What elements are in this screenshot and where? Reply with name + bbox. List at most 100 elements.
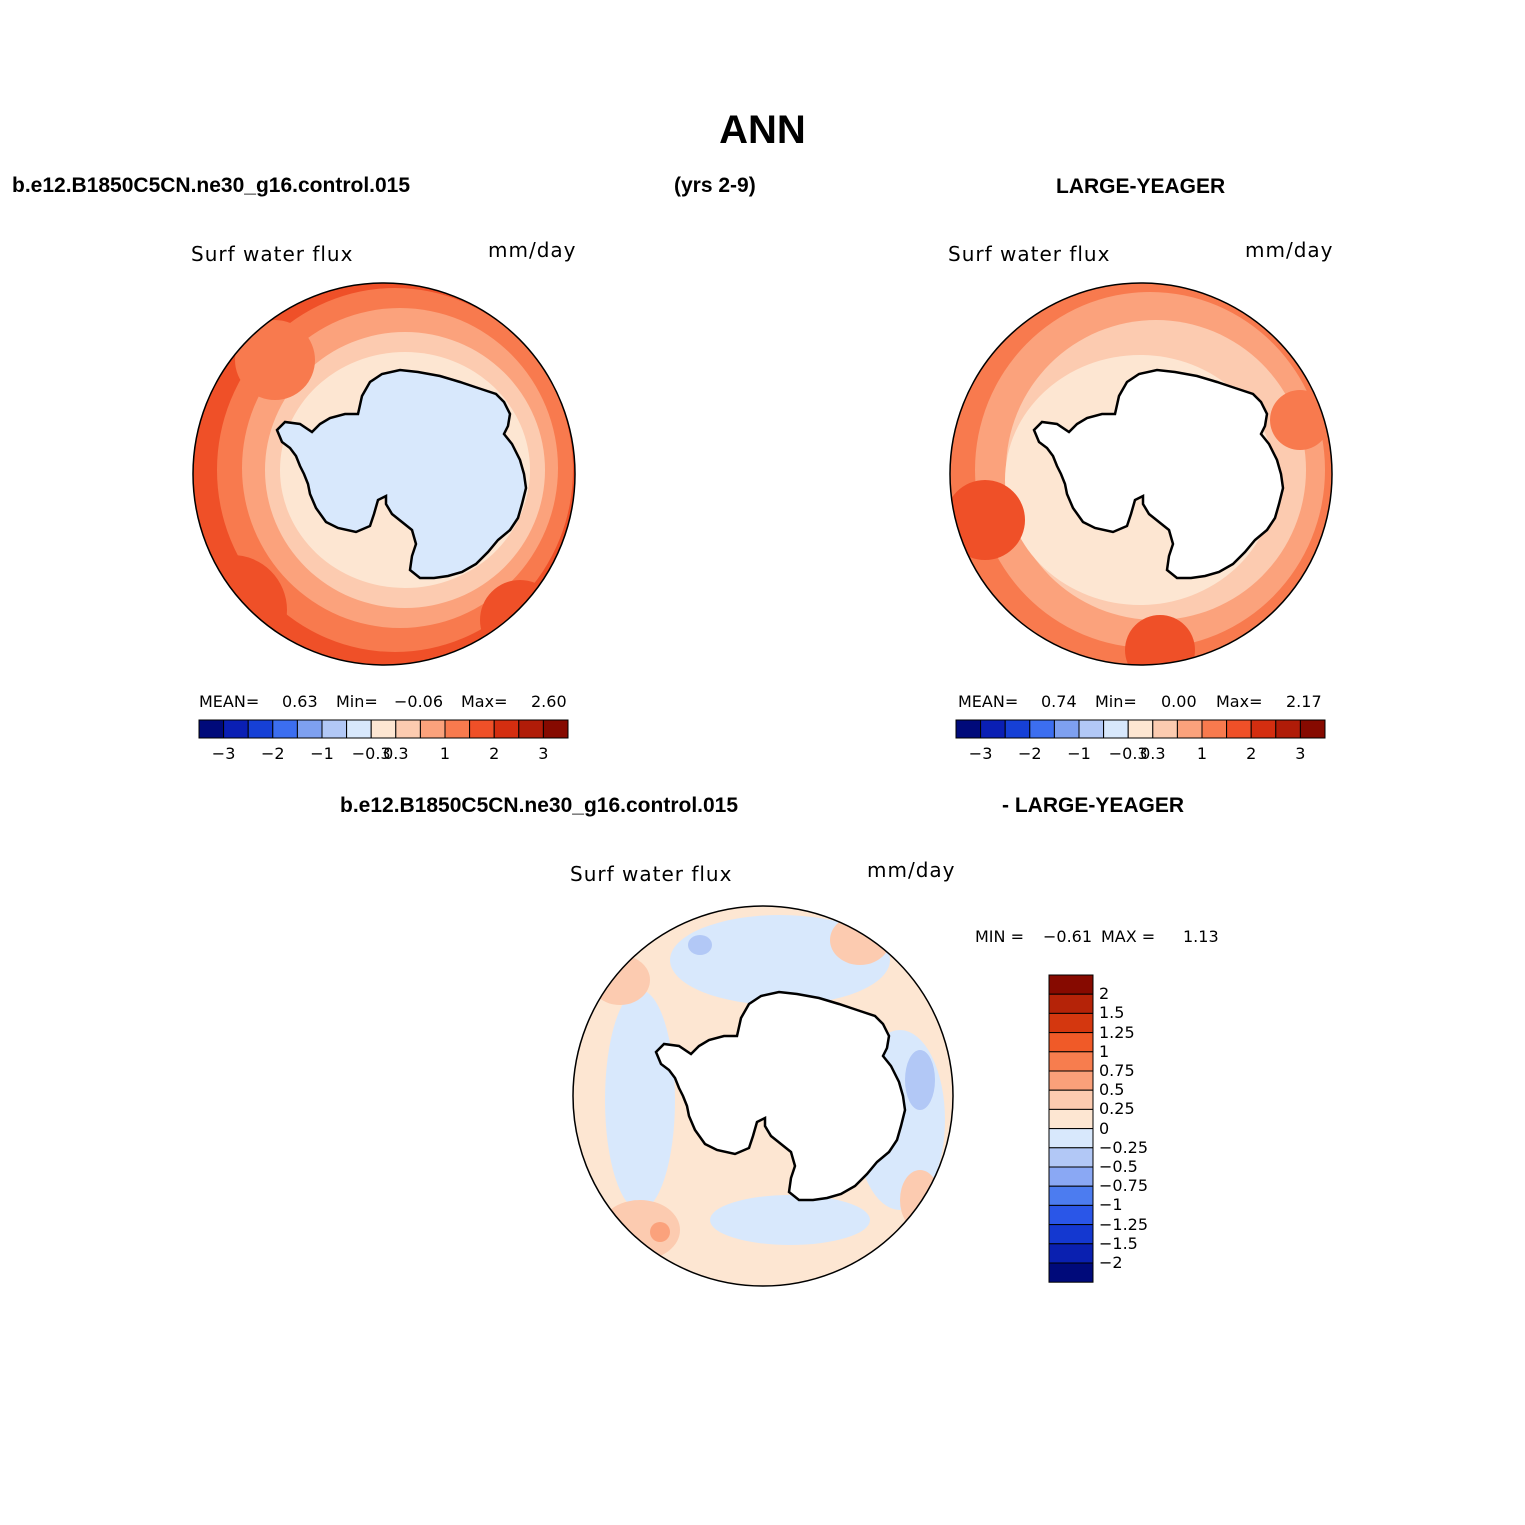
diff-colorbar-tick-label: 1 bbox=[1099, 1041, 1110, 1061]
model-colorbar-cell bbox=[370, 719, 397, 739]
model-colorbar-cell bbox=[542, 719, 569, 739]
years-label: (yrs 2-9) bbox=[674, 174, 756, 197]
model-colorbar-cell bbox=[419, 719, 446, 739]
diff-units-label: mm/day bbox=[867, 858, 956, 882]
obs-colorbar-cell bbox=[1201, 719, 1228, 739]
obs-colorbar-cell bbox=[1127, 719, 1154, 739]
obs-mean-value: 0.74 bbox=[1041, 692, 1077, 711]
obs-colorbar-cell bbox=[1029, 719, 1055, 739]
model-colorbar-cell bbox=[395, 719, 421, 739]
model-colorbar-cell bbox=[272, 719, 298, 739]
model-colorbar-cell bbox=[198, 719, 225, 739]
diff-variable-label: Surf water flux bbox=[570, 862, 733, 886]
obs-colorbar-tick-label: 2 bbox=[1246, 744, 1257, 763]
diff-colorbar-cell bbox=[1048, 1012, 1094, 1034]
model-units-label: mm/day bbox=[488, 238, 577, 262]
model-colorbar-cell bbox=[518, 719, 544, 739]
obs-colorbar-cell bbox=[1078, 719, 1105, 739]
diff-colorbar-cell bbox=[1048, 993, 1094, 1014]
diff-colorbar-tick-label: 2 bbox=[1099, 984, 1110, 1004]
obs-variable-label: Surf water flux bbox=[948, 242, 1111, 266]
model-colorbar-cell bbox=[296, 719, 323, 739]
obs-colorbar-cell bbox=[1004, 719, 1031, 739]
diff-colorbar-cell bbox=[1048, 1185, 1094, 1206]
diff-colorbar-tick-label: −1.5 bbox=[1099, 1233, 1138, 1253]
diff-colorbar-cell bbox=[1048, 1051, 1094, 1072]
diff-colorbar-tick-label: 1.5 bbox=[1099, 1003, 1125, 1023]
model-colorbar bbox=[198, 719, 569, 739]
page-title: ANN bbox=[719, 108, 806, 152]
model-min-value: −0.06 bbox=[394, 692, 444, 711]
diff-left-label: b.e12.B1850C5CN.ne30_g16.control.015 bbox=[340, 794, 739, 817]
diff-colorbar-cell bbox=[1048, 1032, 1094, 1053]
model-colorbar-cell bbox=[469, 719, 495, 739]
obs-colorbar-cell bbox=[1299, 719, 1326, 739]
model-colorbar-tick-label: 0.3 bbox=[383, 744, 409, 763]
model-colorbar-tick-label: 2 bbox=[489, 744, 500, 763]
diff-max-label: MAX = bbox=[1101, 927, 1156, 946]
obs-colorbar-tick-label: 3 bbox=[1295, 744, 1306, 763]
obs-colorbar-tick-label: −2 bbox=[1018, 744, 1042, 763]
diff-colorbar-cell bbox=[1048, 974, 1094, 995]
model-mean-value: 0.63 bbox=[282, 692, 318, 711]
model-colorbar-tick-label: −3 bbox=[211, 744, 236, 763]
obs-colorbar-tick-label: −3 bbox=[968, 744, 993, 763]
diff-max-value: 1.13 bbox=[1183, 927, 1219, 946]
diff-colorbar-cell bbox=[1048, 1166, 1094, 1187]
obs-colorbar-cell bbox=[1226, 719, 1252, 739]
diff-colorbar-cell bbox=[1048, 1147, 1094, 1168]
obs-min-value: 0.00 bbox=[1161, 692, 1197, 711]
obs-colorbar-tick-label: 0.3 bbox=[1140, 744, 1166, 763]
case-left-label: b.e12.B1850C5CN.ne30_g16.control.015 bbox=[12, 174, 411, 197]
obs-colorbar-cell bbox=[1152, 719, 1178, 739]
diff-colorbar-tick-label: 1.25 bbox=[1099, 1022, 1135, 1042]
model-colorbar-cell bbox=[223, 719, 249, 739]
model-colorbar-cell bbox=[444, 719, 471, 739]
diff-colorbar-cell bbox=[1048, 1108, 1094, 1130]
diff-colorbar-tick-label: −0.75 bbox=[1099, 1176, 1149, 1196]
model-colorbar-cell bbox=[321, 719, 348, 739]
diff-colorbar-tick-label: −0.25 bbox=[1099, 1137, 1149, 1157]
obs-colorbar-cell bbox=[1275, 719, 1301, 739]
diff-colorbar-tick-label: −1 bbox=[1099, 1195, 1123, 1215]
diff-colorbar-cell bbox=[1048, 1204, 1094, 1226]
diff-min-label: MIN = bbox=[975, 927, 1024, 946]
model-colorbar-tick-label: 1 bbox=[439, 744, 451, 763]
diff-colorbar-cell bbox=[1048, 1243, 1094, 1264]
model-colorbar-cell bbox=[493, 719, 520, 739]
diff-colorbar-tick-label: −0.5 bbox=[1099, 1157, 1138, 1176]
diff-colorbar-cell bbox=[1048, 1262, 1094, 1283]
diff-min-value: −0.61 bbox=[1043, 927, 1093, 946]
model-colorbar-tick-label: 3 bbox=[538, 744, 549, 763]
diff-colorbar-cell bbox=[1048, 1224, 1094, 1245]
obs-colorbar-cell bbox=[1176, 719, 1203, 739]
diff-right-label: - LARGE-YEAGER bbox=[1002, 794, 1185, 817]
diff-colorbar-cell bbox=[1048, 1070, 1094, 1091]
diff-colorbar-tick-label: 0.5 bbox=[1099, 1080, 1125, 1100]
model-colorbar-tick-label: −1 bbox=[310, 744, 334, 763]
diff-map bbox=[573, 906, 953, 1286]
diff-colorbar-tick-label: 0.75 bbox=[1099, 1061, 1135, 1080]
model-max-value: 2.60 bbox=[531, 692, 567, 711]
model-variable-label: Surf water flux bbox=[191, 242, 354, 266]
obs-map bbox=[950, 283, 1332, 665]
obs-colorbar-cell bbox=[955, 719, 982, 739]
model-map bbox=[193, 283, 575, 665]
case-right-label: LARGE-YEAGER bbox=[1056, 175, 1226, 198]
obs-colorbar-cell bbox=[980, 719, 1006, 739]
obs-max-label: Max= bbox=[1216, 692, 1263, 711]
diff-colorbar-tick-label: 0 bbox=[1099, 1118, 1110, 1138]
diff-colorbar bbox=[1048, 974, 1094, 1283]
obs-colorbar-tick-label: −0.3 bbox=[1108, 744, 1148, 763]
obs-colorbar-cell bbox=[1103, 719, 1129, 739]
model-colorbar-cell bbox=[247, 719, 274, 739]
obs-mean-label: MEAN= bbox=[958, 692, 1019, 711]
model-colorbar-tick-label: −2 bbox=[261, 744, 285, 763]
diff-colorbar-cell bbox=[1048, 1089, 1094, 1110]
obs-colorbar-cell bbox=[1250, 719, 1277, 739]
obs-max-value: 2.17 bbox=[1286, 692, 1322, 711]
diff-colorbar-cell bbox=[1048, 1128, 1094, 1149]
model-min-label: Min= bbox=[336, 692, 378, 711]
obs-colorbar bbox=[955, 719, 1326, 739]
